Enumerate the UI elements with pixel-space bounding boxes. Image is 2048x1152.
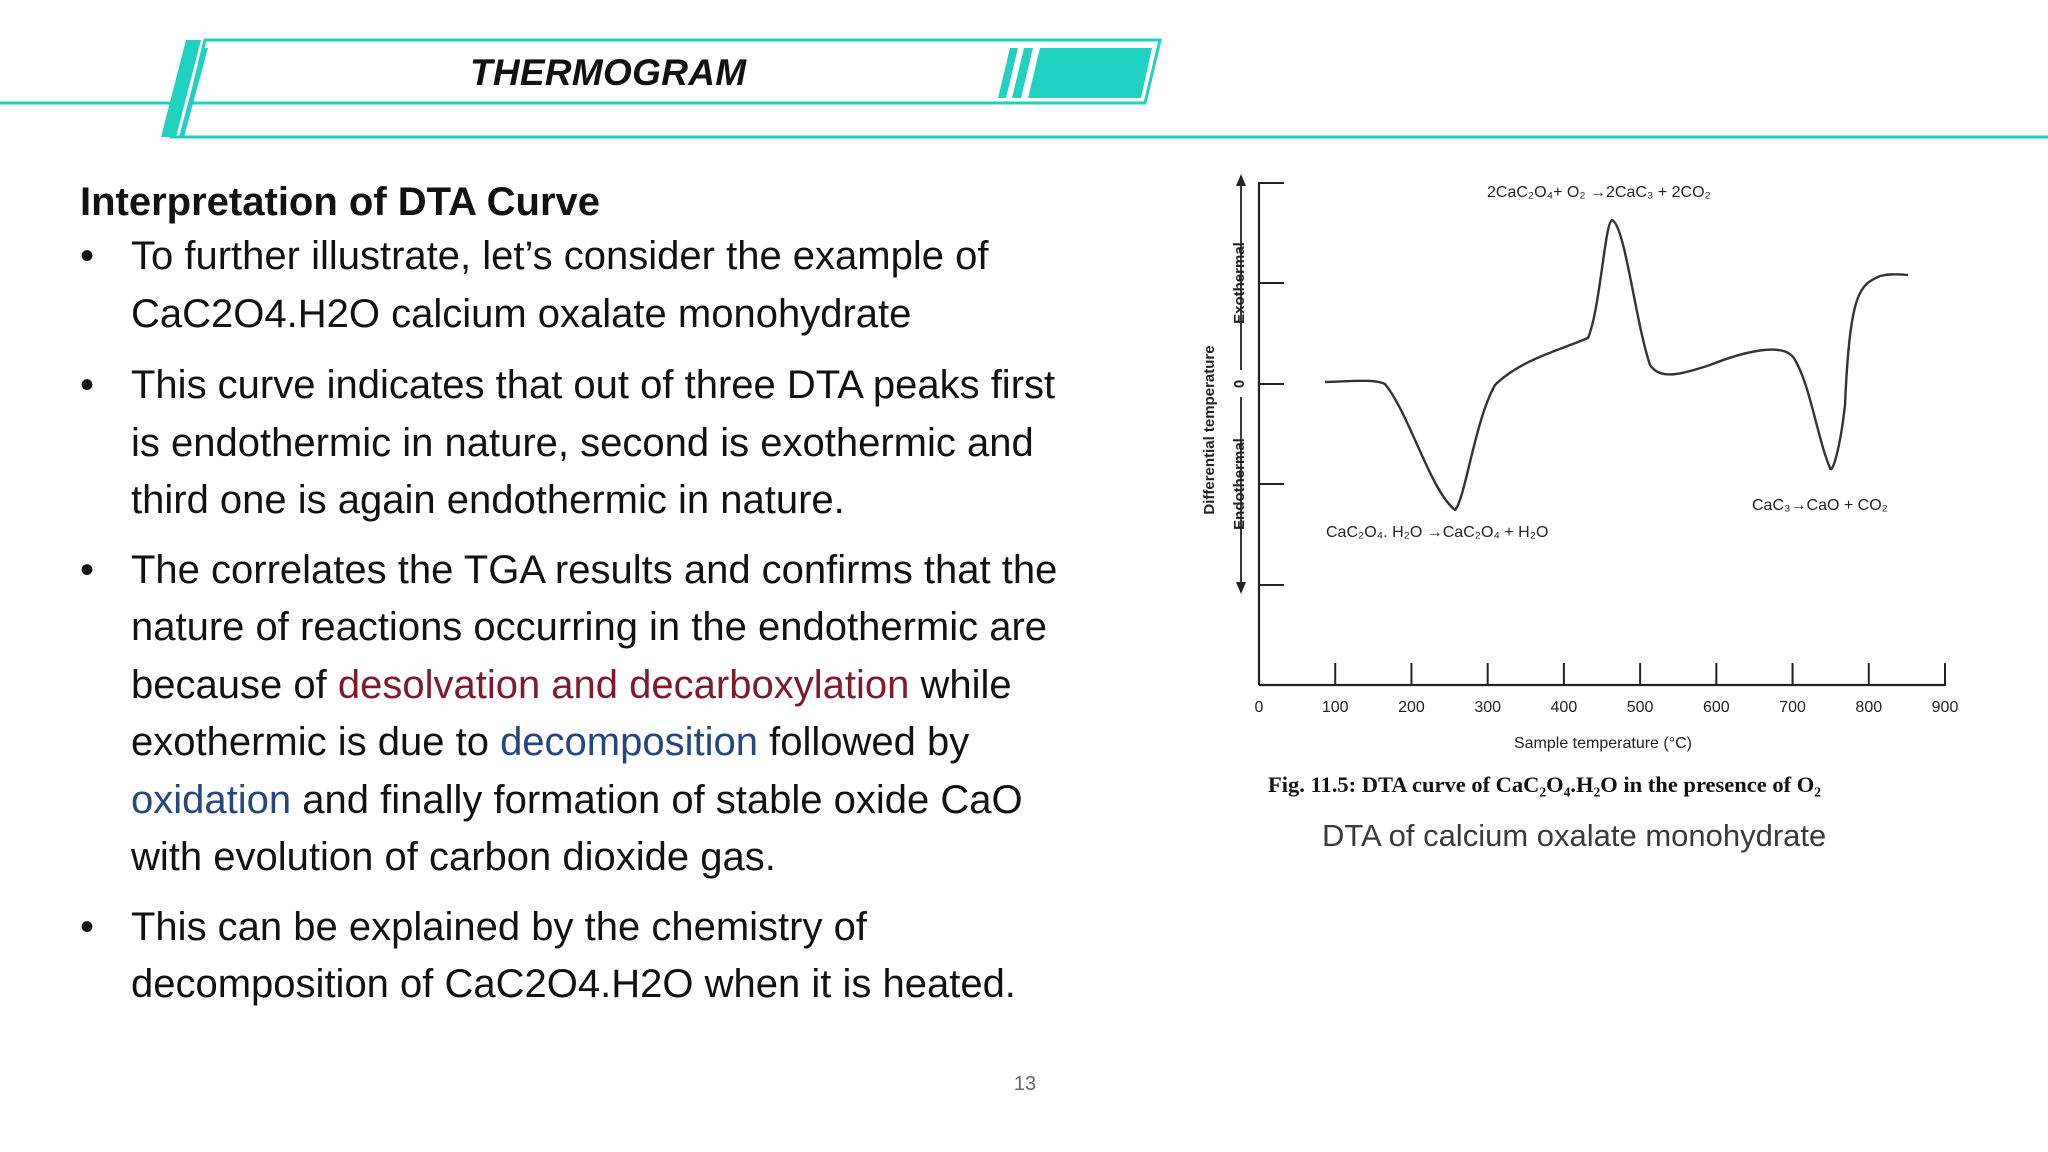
bullet-line: To further illustrate, let’s consider th… <box>131 234 989 278</box>
bullet-line: with evolution of carbon dioxide gas. <box>131 835 776 879</box>
annotation-endo-1: CaC₂O₄. H₂O →CaC₂O₄ + H₂O <box>1326 524 1548 541</box>
bullet-line: decomposition of CaC2O4.H2O when it is h… <box>131 962 1016 1006</box>
y-exo-label: Exothermal <box>1231 242 1248 324</box>
x-tick-label: 400 <box>1551 699 1578 716</box>
right-accent-block <box>1028 48 1152 98</box>
right-accent-stripe-1 <box>998 48 1018 98</box>
x-tick-label: 800 <box>1855 699 1882 716</box>
left-accent-bar-thin <box>179 48 208 137</box>
text-run: because of <box>131 662 338 707</box>
x-tick-label: 100 <box>1322 699 1349 716</box>
dta-figure: Exothermal 0 Endothermal Differential te… <box>1180 170 1980 870</box>
text-run: and finally formation of stable oxide Ca… <box>291 777 1023 822</box>
text-run: while <box>909 662 1012 707</box>
bullet-line: This curve indicates that out of three D… <box>131 363 1056 407</box>
slide-content: Interpretation of DTA Curve • To further… <box>80 176 1140 1014</box>
bullet-line: oxidation and finally formation of stabl… <box>131 772 1140 830</box>
x-axis-label: Sample temperature (°C) <box>1514 735 1692 752</box>
x-tick-group: 0 100 200 300 400 500 600 700 800 900 <box>1255 663 1959 716</box>
highlight-oxidation: oxidation <box>131 777 292 822</box>
bullet-dot-icon: • <box>80 363 95 407</box>
slide-title: THERMOGRAM <box>470 52 747 93</box>
bullet-dot-icon: • <box>80 234 95 278</box>
left-accent-bar <box>161 40 201 137</box>
highlight-decomposition: decomposition <box>500 720 758 764</box>
x-tick-label: 300 <box>1474 699 1501 716</box>
bullet-line: This can be explained by the chemistry o… <box>131 904 867 949</box>
figure-subcaption: DTA of calcium oxalate monohydrate <box>1322 818 1827 853</box>
right-accent-stripe-2 <box>1012 48 1033 98</box>
annotation-endo-2: CaC₃→CaO + CO₂ <box>1752 497 1888 514</box>
text-run: exothermic is due to <box>131 720 501 764</box>
x-tick-label: 0 <box>1255 699 1264 716</box>
bullet-item: • This can be explained by the chemistry… <box>80 899 1140 1014</box>
header-band <box>0 38 2048 139</box>
page-number: 13 <box>1013 1073 1037 1095</box>
section-heading: Interpretation of DTA Curve <box>80 180 601 224</box>
annotation-exo: 2CaC₂O₄+ O₂ →2CaC₃ + 2CO₂ <box>1487 184 1711 201</box>
x-tick-label: 200 <box>1398 699 1425 716</box>
text-run: followed by <box>758 720 970 764</box>
bullet-item: • This curve indicates that out of three… <box>80 357 1140 530</box>
highlight-desolvation: desolvation and decarboxylation <box>337 662 910 707</box>
bullet-line: The correlates the TGA results and confi… <box>131 547 1058 592</box>
y-axis-label: Differential temperature <box>1201 345 1218 514</box>
bullet-item: • The correlates the TGA results and con… <box>80 542 1140 887</box>
x-tick-label: 700 <box>1779 699 1806 716</box>
bullet-item: • To further illustrate, let’s consider … <box>80 228 1140 343</box>
bullet-line: nature of reactions occurring in the end… <box>131 605 1048 649</box>
down-arrow-icon <box>1236 582 1246 594</box>
figure-caption: Fig. 11.5: DTA curve of CaC₂O₄.H₂O in th… <box>1268 772 1821 797</box>
x-tick-label: 900 <box>1932 699 1959 716</box>
y-endo-label: Endothermal <box>1231 438 1248 530</box>
dta-chart: Exothermal 0 Endothermal Differential te… <box>1201 174 1959 752</box>
y-zero-label: 0 <box>1231 380 1248 388</box>
bullet-line: is endothermic in nature, second is exot… <box>131 420 1034 465</box>
x-tick-label: 500 <box>1627 699 1654 716</box>
bullet-line: CaC2O4.H2O calcium oxalate monohydrate <box>131 291 912 336</box>
slide-header: THERMOGRAM <box>0 0 2048 150</box>
bullet-line: exothermic is due to decomposition follo… <box>131 714 1140 772</box>
bullet-dot-icon: • <box>80 547 95 592</box>
x-tick-label: 600 <box>1703 699 1730 716</box>
bullet-line: third one is again endothermic in nature… <box>131 478 845 522</box>
bullet-list: • To further illustrate, let’s consider … <box>80 228 1140 1014</box>
bullet-dot-icon: • <box>80 904 95 949</box>
bullet-line: because of desolvation and decarboxylati… <box>131 657 1140 715</box>
up-arrow-icon <box>1236 174 1246 186</box>
dta-curve-line <box>1324 218 1909 512</box>
